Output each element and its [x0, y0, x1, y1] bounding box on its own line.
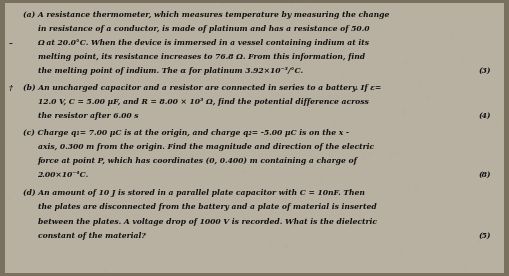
- Ellipse shape: [248, 93, 250, 95]
- Text: †: †: [9, 84, 13, 92]
- Ellipse shape: [443, 196, 444, 197]
- Ellipse shape: [73, 158, 77, 162]
- Ellipse shape: [274, 195, 276, 197]
- Text: (3): (3): [479, 67, 491, 75]
- Ellipse shape: [244, 64, 247, 67]
- Ellipse shape: [32, 54, 36, 59]
- Ellipse shape: [69, 238, 72, 241]
- Text: (8): (8): [479, 171, 491, 179]
- Ellipse shape: [478, 239, 482, 243]
- Ellipse shape: [496, 120, 501, 126]
- Ellipse shape: [340, 51, 344, 55]
- Ellipse shape: [192, 77, 194, 80]
- Text: (4): (4): [479, 112, 491, 120]
- Text: melting point, its resistance increases to 76.8 Ω. From this information, find: melting point, its resistance increases …: [38, 53, 364, 61]
- Ellipse shape: [389, 152, 393, 156]
- Ellipse shape: [268, 107, 272, 111]
- Text: force at point P, which has coordinates (0, 0.400) m containing a charge of: force at point P, which has coordinates …: [38, 157, 357, 165]
- Ellipse shape: [11, 48, 14, 51]
- Ellipse shape: [52, 43, 57, 48]
- Ellipse shape: [62, 253, 64, 254]
- Text: 12.0 V, C = 5.00 μF, and R = 8.00 × 10³ Ω, find the potential difference across: 12.0 V, C = 5.00 μF, and R = 8.00 × 10³ …: [38, 98, 369, 106]
- Ellipse shape: [292, 223, 296, 228]
- Text: constant of the material?: constant of the material?: [38, 232, 146, 240]
- Ellipse shape: [271, 132, 274, 136]
- Ellipse shape: [15, 49, 17, 51]
- Ellipse shape: [242, 169, 246, 174]
- Ellipse shape: [407, 186, 409, 189]
- Ellipse shape: [458, 113, 460, 116]
- Text: (5): (5): [479, 232, 491, 240]
- Ellipse shape: [246, 139, 249, 142]
- Ellipse shape: [266, 245, 267, 246]
- Text: the melting point of indium. The α for platinum 3.92×10⁻³/°C.: the melting point of indium. The α for p…: [38, 67, 303, 75]
- Ellipse shape: [261, 203, 263, 205]
- Ellipse shape: [6, 267, 9, 270]
- Ellipse shape: [430, 203, 433, 206]
- Text: 2.00×10⁻⁴C.: 2.00×10⁻⁴C.: [38, 171, 89, 179]
- Text: between the plates. A voltage drop of 1000 V is recorded. What is the dielectric: between the plates. A voltage drop of 10…: [38, 217, 377, 225]
- Text: axis, 0.300 m from the origin. Find the magnitude and direction of the electric: axis, 0.300 m from the origin. Find the …: [38, 143, 374, 151]
- Text: in resistance of a conductor, is made of platinum and has a resistance of 50.0: in resistance of a conductor, is made of…: [38, 25, 369, 33]
- Text: Ω at 20.0°C. When the device is immersed in a vessel containing indium at its: Ω at 20.0°C. When the device is immersed…: [38, 39, 370, 47]
- Ellipse shape: [220, 3, 224, 7]
- Text: (b) An uncharged capacitor and a resistor are connected in series to a battery. : (b) An uncharged capacitor and a resisto…: [22, 84, 381, 92]
- Ellipse shape: [371, 32, 374, 35]
- Ellipse shape: [219, 61, 221, 63]
- Text: (a) A resistance thermometer, which measures temperature by measuring the change: (a) A resistance thermometer, which meas…: [22, 11, 389, 19]
- Text: (c) Charge q₁= 7.00 μC is at the origin, and charge q₂= -5.00 μC is on the x -: (c) Charge q₁= 7.00 μC is at the origin,…: [22, 129, 349, 137]
- Text: –: –: [9, 39, 13, 47]
- Text: (d) An amount of 10 J is stored in a parallel plate capacitor with C = 10nF. The: (d) An amount of 10 J is stored in a par…: [22, 189, 364, 197]
- Text: the resistor after 6.00 s: the resistor after 6.00 s: [38, 112, 138, 120]
- Ellipse shape: [55, 26, 60, 31]
- Text: the plates are disconnected from the battery and a plate of material is inserted: the plates are disconnected from the bat…: [38, 203, 376, 211]
- Ellipse shape: [228, 171, 232, 175]
- Ellipse shape: [238, 73, 241, 76]
- Ellipse shape: [104, 40, 106, 42]
- Ellipse shape: [82, 232, 85, 235]
